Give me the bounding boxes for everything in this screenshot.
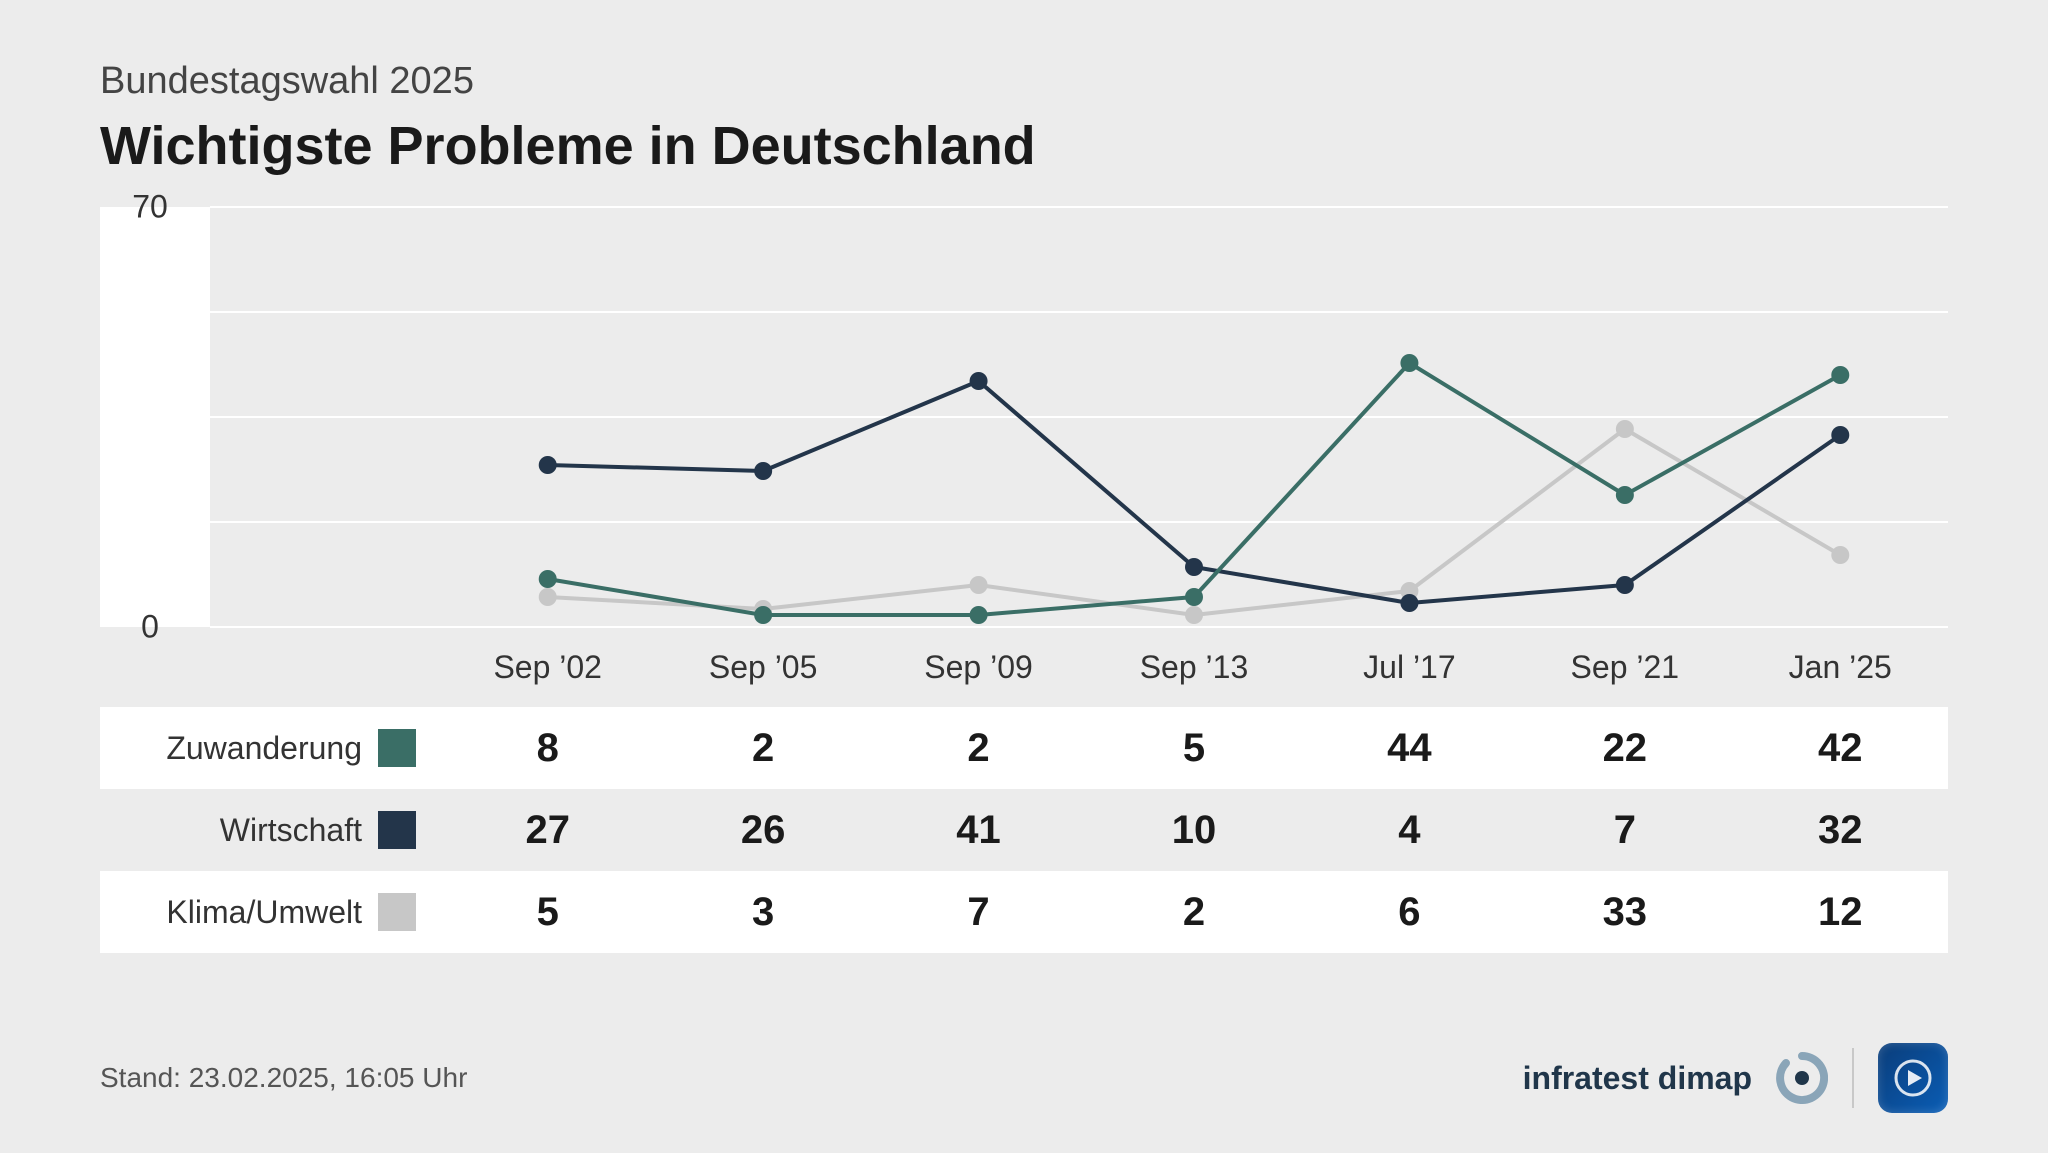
table-row: Klima/Umwelt 537263312 xyxy=(100,871,1948,953)
table-row: Wirtschaft 272641104732 xyxy=(100,789,1948,871)
data-value: 5 xyxy=(440,890,655,935)
data-point xyxy=(1185,558,1203,576)
chart-container: Bundestagswahl 2025 Wichtigste Probleme … xyxy=(0,0,2048,993)
series-label: Zuwanderung xyxy=(166,730,362,767)
chart-lines xyxy=(210,207,1948,627)
column-header: Sep ’05 xyxy=(655,649,870,686)
row-label-cell: Zuwanderung xyxy=(100,729,440,767)
data-point xyxy=(1831,366,1849,384)
y-tick-label: 70 xyxy=(100,189,200,226)
data-value: 10 xyxy=(1086,808,1301,853)
data-value: 22 xyxy=(1517,726,1732,771)
y-tick-label: 0 xyxy=(100,609,200,646)
data-value: 42 xyxy=(1733,726,1948,771)
column-header: Sep ’21 xyxy=(1517,649,1732,686)
data-value: 2 xyxy=(871,726,1086,771)
data-point xyxy=(539,588,557,606)
color-swatch xyxy=(378,729,416,767)
data-point xyxy=(970,372,988,390)
data-value: 7 xyxy=(1517,808,1732,853)
data-table: Sep ’02Sep ’05Sep ’09Sep ’13Jul ’17Sep ’… xyxy=(100,627,1948,953)
data-point xyxy=(1616,420,1634,438)
row-label-cell: Wirtschaft xyxy=(100,811,440,849)
footer: Stand: 23.02.2025, 16:05 Uhr infratest d… xyxy=(100,1043,1948,1113)
column-header: Jan ’25 xyxy=(1733,649,1948,686)
data-point xyxy=(1831,546,1849,564)
data-value: 2 xyxy=(655,726,870,771)
subtitle: Bundestagswahl 2025 xyxy=(100,60,1948,103)
column-header: Sep ’13 xyxy=(1086,649,1301,686)
page-title: Wichtigste Probleme in Deutschland xyxy=(100,115,1948,177)
data-point xyxy=(1831,426,1849,444)
data-value: 44 xyxy=(1302,726,1517,771)
data-point xyxy=(1616,486,1634,504)
column-header: Sep ’09 xyxy=(871,649,1086,686)
data-point xyxy=(1185,588,1203,606)
table-row: Zuwanderung8225442242 xyxy=(100,707,1948,789)
timestamp-value: 23.02.2025, 16:05 Uhr xyxy=(189,1062,468,1093)
data-point xyxy=(1400,594,1418,612)
line-chart: 070 xyxy=(100,207,1948,627)
column-header: Sep ’02 xyxy=(440,649,655,686)
timestamp-label: Stand: xyxy=(100,1062,181,1093)
data-point xyxy=(754,462,772,480)
data-value: 26 xyxy=(655,808,870,853)
color-swatch xyxy=(378,811,416,849)
data-point xyxy=(1400,354,1418,372)
infratest-dimap-logo-icon xyxy=(1776,1052,1828,1104)
data-value: 27 xyxy=(440,808,655,853)
brand-name: infratest dimap xyxy=(1523,1060,1752,1097)
data-value: 41 xyxy=(871,808,1086,853)
data-value: 2 xyxy=(1086,890,1301,935)
data-value: 32 xyxy=(1733,808,1948,853)
data-value: 4 xyxy=(1302,808,1517,853)
data-value: 8 xyxy=(440,726,655,771)
y-axis-panel xyxy=(100,207,210,627)
branding-divider xyxy=(1852,1048,1854,1108)
color-swatch xyxy=(378,893,416,931)
data-value: 3 xyxy=(655,890,870,935)
data-value: 6 xyxy=(1302,890,1517,935)
data-value: 12 xyxy=(1733,890,1948,935)
series-line xyxy=(548,429,1841,615)
data-value: 33 xyxy=(1517,890,1732,935)
row-label-cell: Klima/Umwelt xyxy=(100,893,440,931)
data-value: 5 xyxy=(1086,726,1301,771)
series-line xyxy=(548,363,1841,615)
data-point xyxy=(970,576,988,594)
data-point xyxy=(1616,576,1634,594)
data-point xyxy=(754,606,772,624)
data-point xyxy=(970,606,988,624)
data-point xyxy=(539,570,557,588)
ard-logo-icon xyxy=(1878,1043,1948,1113)
table-header-row: Sep ’02Sep ’05Sep ’09Sep ’13Jul ’17Sep ’… xyxy=(100,627,1948,707)
data-value: 7 xyxy=(871,890,1086,935)
series-label: Klima/Umwelt xyxy=(166,894,362,931)
column-header: Jul ’17 xyxy=(1302,649,1517,686)
data-point xyxy=(1185,606,1203,624)
timestamp: Stand: 23.02.2025, 16:05 Uhr xyxy=(100,1062,467,1094)
branding: infratest dimap xyxy=(1523,1043,1948,1113)
data-point xyxy=(539,456,557,474)
series-label: Wirtschaft xyxy=(220,812,362,849)
